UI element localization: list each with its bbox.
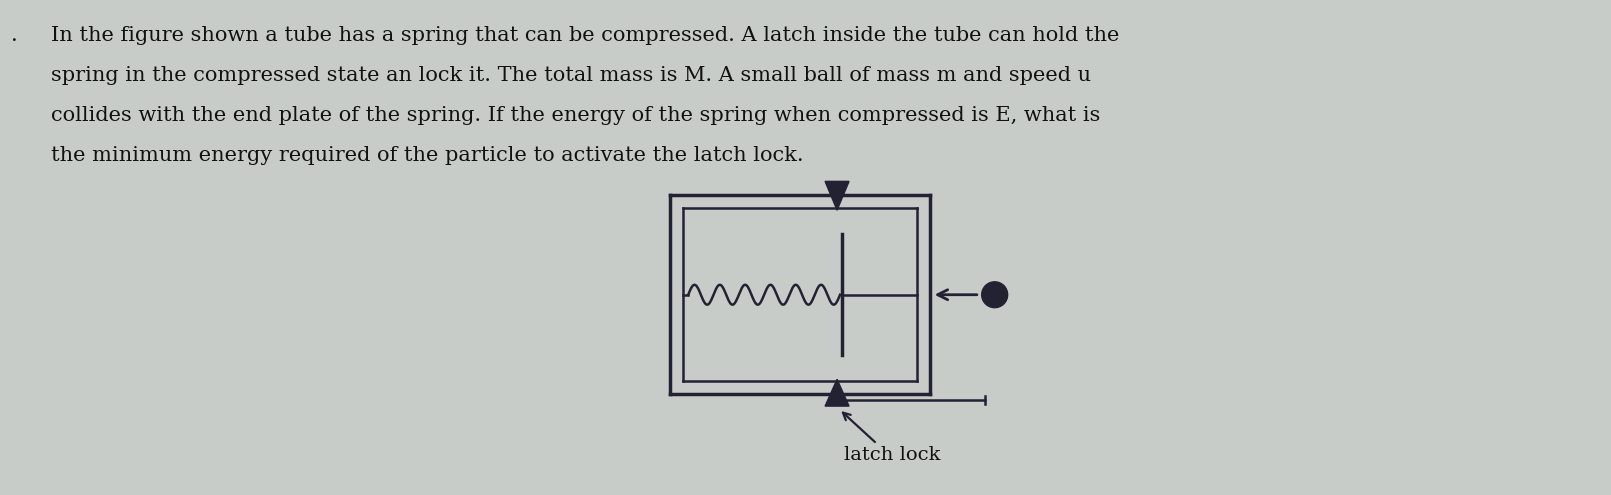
Polygon shape — [825, 379, 849, 406]
Text: latch lock: latch lock — [844, 446, 941, 464]
Text: spring in the compressed state an lock it. The total mass is M. A small ball of : spring in the compressed state an lock i… — [52, 66, 1091, 85]
Text: collides with the end plate of the spring. If the energy of the spring when comp: collides with the end plate of the sprin… — [52, 106, 1100, 125]
Text: the minimum energy required of the particle to activate the latch lock.: the minimum energy required of the parti… — [52, 146, 804, 164]
Text: .: . — [11, 26, 18, 45]
Polygon shape — [825, 181, 849, 210]
Circle shape — [981, 282, 1007, 308]
Text: In the figure shown a tube has a spring that can be compressed. A latch inside t: In the figure shown a tube has a spring … — [52, 26, 1120, 45]
